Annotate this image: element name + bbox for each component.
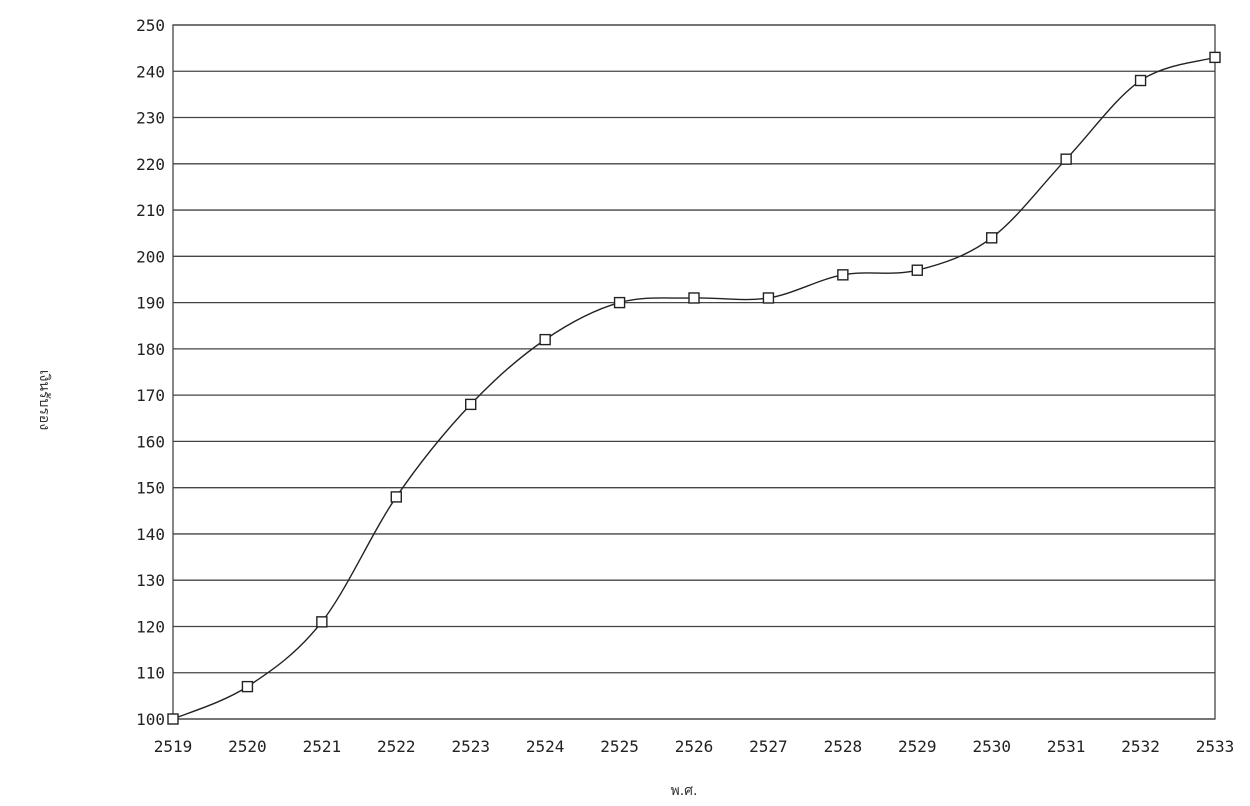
data-point-2519 [167,713,179,725]
data-point-2523 [465,398,477,411]
data-point-2531 [1060,153,1072,165]
data-point-2528 [837,269,849,281]
data-point-2525 [613,296,626,309]
x-axis-label: พ.ศ. [670,783,697,799]
y-tick-label: 150 [136,479,165,498]
x-tick-label: 2533 [1196,737,1235,756]
series-line [172,56,1216,720]
x-tick-label: 2527 [749,737,788,756]
y-tick-label: 140 [136,525,165,544]
data-point-2529 [911,264,923,276]
y-tick-label: 250 [136,16,165,35]
x-tick-label: 2523 [451,737,490,756]
series-markers [167,51,1221,725]
x-tick-label: 2520 [228,737,267,756]
x-tick-label: 2531 [1047,737,1086,756]
data-point-2524 [539,333,551,346]
y-tick-label: 100 [136,710,165,729]
x-tick-label: 2525 [600,737,639,756]
x-tick-label: 2532 [1121,737,1160,756]
y-tick-label: 170 [136,386,165,405]
y-tick-labels: 100 110 120 130 140 150 160 170 180 190 200 210 220 2… [136,16,165,729]
y-tick-label: 240 [136,62,165,81]
y-tick-label: 190 [136,294,165,313]
x-tick-label: 2526 [675,737,714,756]
y-tick-label: 200 [136,247,165,266]
x-tick-label: 2521 [303,737,342,756]
y-tick-label: 130 [136,571,165,590]
x-tick-label: 2528 [824,737,863,756]
data-point-2533 [1209,51,1221,64]
data-point-2532 [1134,74,1147,87]
x-tick-label: 2519 [154,737,193,756]
data-point-2522 [390,491,402,503]
y-tick-label: 230 [136,109,165,128]
x-tick-label: 2529 [898,737,937,756]
y-tick-label: 180 [136,340,165,359]
y-tick-label: 210 [136,201,165,220]
y-tick-label: 120 [136,617,165,636]
x-tick-label: 2524 [526,737,565,756]
gridlines [173,24,1215,720]
data-point-2520 [241,680,254,693]
x-tick-label: 2522 [377,737,416,756]
data-point-2530 [986,232,998,244]
y-tick-label: 160 [136,432,165,451]
x-tick-labels: 2519 2520 2521 2522 2523 2524 2525 2526 2527 2528… [154,737,1235,756]
y-tick-label: 110 [136,664,165,683]
x-tick-label: 2530 [972,737,1011,756]
data-point-2526 [688,292,700,304]
y-tick-label: 220 [136,155,165,174]
data-point-2527 [762,292,775,304]
y-axis-label: เงินรับรอง [36,370,52,430]
data-point-2521 [316,616,328,628]
plot-frame [172,24,1216,720]
